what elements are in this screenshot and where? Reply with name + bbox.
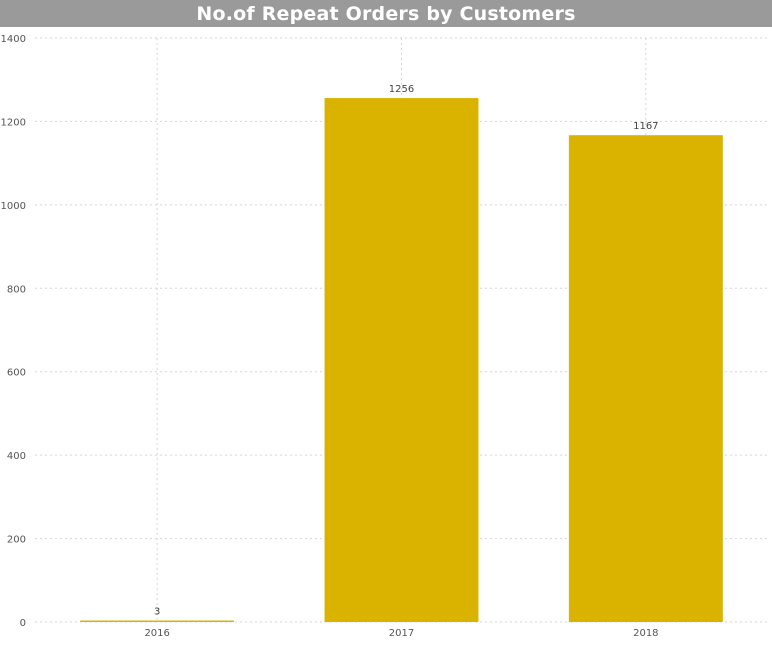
data-label-2016: 3 (154, 607, 160, 618)
bar-2017 (324, 98, 479, 622)
y-tick-label: 1200 (1, 117, 26, 128)
y-tick-label: 800 (7, 284, 26, 295)
bars (80, 98, 723, 623)
bar-chart: 0 200 400 600 800 1000 1200 1400 3 1256 1167 2016… (1, 34, 768, 639)
chart-title: No.of Repeat Orders by Customers (196, 2, 576, 25)
x-axis-ticks: 2016 2017 2018 (144, 628, 658, 639)
y-tick-label: 1400 (1, 34, 26, 45)
bar-2018 (568, 135, 723, 623)
data-labels: 3 1256 1167 (154, 84, 659, 617)
y-axis-ticks: 0 200 400 600 800 1000 1200 1400 (1, 34, 26, 629)
x-tick-label-2018: 2018 (633, 628, 658, 639)
data-label-2017: 1256 (389, 84, 414, 95)
y-tick-label: 1000 (1, 201, 26, 212)
y-tick-label: 200 (7, 535, 26, 546)
y-tick-label: 400 (7, 451, 26, 462)
chart-title-bar: No.of Repeat Orders by Customers (0, 0, 772, 27)
x-tick-label-2017: 2017 (389, 628, 414, 639)
y-tick-label: 600 (7, 368, 26, 379)
bar-2016 (80, 620, 235, 622)
x-tick-label-2016: 2016 (144, 628, 169, 639)
data-label-2018: 1167 (633, 121, 658, 132)
y-tick-label: 0 (20, 618, 26, 629)
